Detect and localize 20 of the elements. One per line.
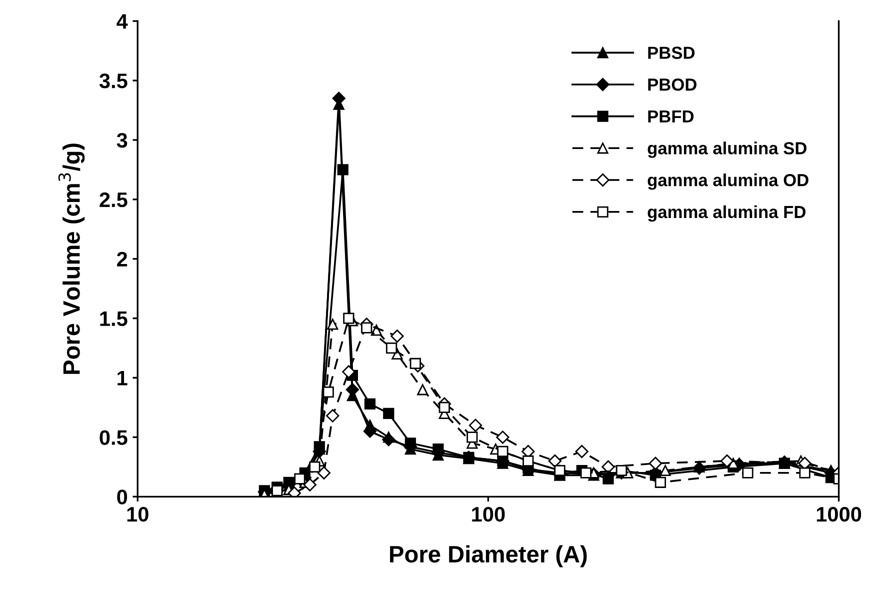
legend-label: PBSD [648, 46, 695, 59]
y-tick-label: 0.5 [100, 430, 128, 445]
legend-label: PBOD [648, 78, 696, 91]
x-tick-label: 10 [127, 506, 148, 522]
y-tick-label: 3 [116, 132, 128, 148]
legend-label: PBFD [648, 110, 694, 122]
y-tick-label: 1.5 [100, 312, 128, 326]
y-tick-label: 2.5 [100, 192, 128, 208]
y-tick-label: 2 [117, 252, 128, 266]
legend-label: gamma alumina SD [648, 142, 806, 158]
legend-label: gamma alumina FD [648, 205, 806, 222]
legend-label: gamma alumina OD [648, 174, 808, 190]
x-tick-label: 1000 [816, 506, 862, 522]
y-tick-label: 3.5 [99, 74, 128, 88]
x-axis-title: Pore Diameter (A) [390, 545, 587, 568]
y-axis-title: Pore Volume (cm$^{3}$/g) [58, 144, 85, 374]
y-tick-label: 4 [116, 14, 128, 29]
y-tick-label: 1 [118, 370, 128, 386]
y-tick-label: 0 [117, 490, 128, 504]
x-tick-label: 100 [472, 506, 505, 522]
